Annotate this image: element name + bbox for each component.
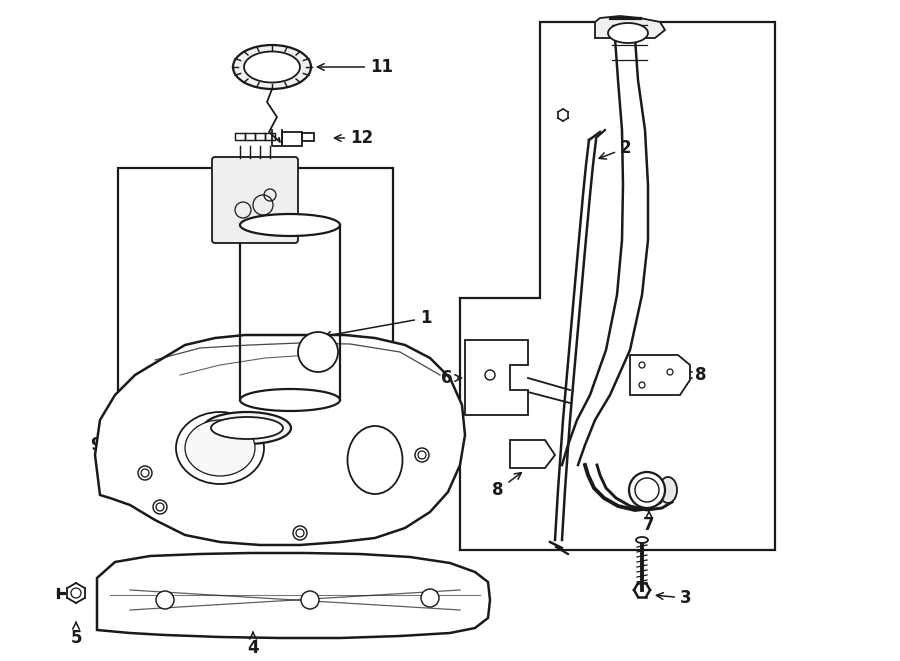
Circle shape bbox=[629, 472, 665, 508]
Ellipse shape bbox=[240, 214, 340, 236]
Text: 8: 8 bbox=[492, 473, 521, 499]
Text: 7: 7 bbox=[644, 510, 655, 534]
Polygon shape bbox=[630, 355, 690, 395]
Bar bbox=[235, 133, 245, 140]
Text: 12: 12 bbox=[335, 129, 374, 147]
Text: 4: 4 bbox=[248, 633, 259, 657]
Polygon shape bbox=[465, 340, 528, 415]
Ellipse shape bbox=[244, 52, 300, 83]
Ellipse shape bbox=[185, 420, 255, 476]
Bar bbox=[255, 133, 265, 140]
Ellipse shape bbox=[347, 426, 402, 494]
Circle shape bbox=[635, 478, 659, 502]
Polygon shape bbox=[510, 440, 555, 468]
Text: 8: 8 bbox=[686, 366, 706, 384]
Ellipse shape bbox=[240, 389, 340, 411]
Polygon shape bbox=[595, 16, 665, 38]
Ellipse shape bbox=[211, 417, 283, 439]
Text: 2: 2 bbox=[599, 139, 632, 159]
Text: 11: 11 bbox=[318, 58, 393, 76]
Polygon shape bbox=[95, 335, 465, 545]
Circle shape bbox=[293, 526, 307, 540]
Ellipse shape bbox=[233, 45, 311, 89]
Ellipse shape bbox=[636, 537, 648, 543]
Bar bbox=[265, 133, 275, 140]
Bar bbox=[302, 133, 314, 141]
Circle shape bbox=[298, 332, 338, 372]
Ellipse shape bbox=[608, 23, 648, 43]
Circle shape bbox=[301, 591, 319, 609]
Bar bbox=[282, 132, 302, 146]
Bar bbox=[118, 168, 393, 448]
Ellipse shape bbox=[176, 412, 264, 484]
Text: 5: 5 bbox=[70, 623, 82, 647]
Bar bbox=[245, 133, 255, 140]
FancyBboxPatch shape bbox=[212, 157, 298, 243]
Ellipse shape bbox=[203, 412, 291, 444]
Text: 1: 1 bbox=[324, 309, 431, 338]
Circle shape bbox=[156, 591, 174, 609]
Circle shape bbox=[153, 500, 167, 514]
Ellipse shape bbox=[659, 477, 677, 503]
Text: 9: 9 bbox=[90, 436, 128, 454]
Text: 6: 6 bbox=[440, 369, 462, 387]
Text: 10: 10 bbox=[299, 419, 365, 437]
Text: 3: 3 bbox=[656, 589, 691, 607]
Circle shape bbox=[415, 448, 429, 462]
Polygon shape bbox=[97, 553, 490, 638]
Circle shape bbox=[138, 466, 152, 480]
Circle shape bbox=[421, 589, 439, 607]
